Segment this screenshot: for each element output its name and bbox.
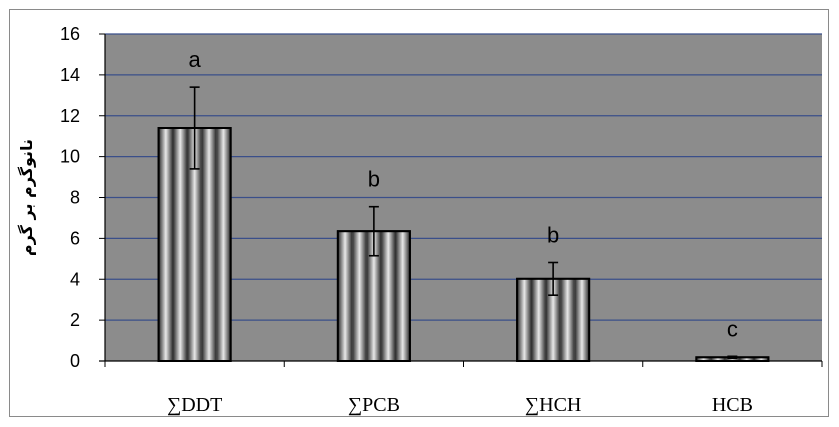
significance-letter: c: [727, 316, 738, 341]
y-axis-title: نانوگرم بر گرم: [17, 139, 36, 256]
bar-stripe: [216, 128, 231, 361]
bar-stripe: [725, 357, 740, 361]
bar-stripe: [739, 357, 754, 361]
bar-stripe: [201, 128, 217, 361]
y-tick-label: 12: [60, 106, 80, 126]
y-tick-labels: 0 2 4 6 8 10 12 14 16: [60, 24, 80, 371]
y-tick-label: 2: [70, 310, 80, 330]
bar-stripe: [395, 231, 410, 361]
significance-letter: b: [368, 167, 380, 192]
bar-stripe: [696, 357, 711, 361]
x-tick-labels: ∑DDT ∑PCB ∑HCH HCB: [167, 394, 753, 416]
bar-stripe: [366, 231, 382, 361]
y-tick-label: 4: [70, 269, 80, 289]
error-bars: [189, 86, 738, 360]
x-tick-label: HCB: [712, 394, 753, 416]
bar-stripe: [574, 278, 590, 361]
bar-stripe: [710, 357, 726, 361]
x-tick-label: ∑HCH: [525, 394, 581, 416]
bar-stripe: [337, 231, 353, 361]
bar-stripe: [531, 278, 546, 361]
bar-stripe: [545, 278, 561, 361]
y-tick-label: 16: [60, 24, 80, 44]
bar-stripe: [173, 128, 188, 361]
y-tick-label: 14: [60, 65, 80, 85]
y-tick-label: 0: [70, 351, 80, 371]
bar-stripe: [381, 231, 396, 361]
significance-letters: a b b c: [189, 47, 738, 341]
bar-stripe: [517, 278, 532, 361]
significance-letter: a: [189, 47, 202, 72]
bar-stripe: [352, 231, 367, 361]
axes: [99, 33, 823, 367]
x-tick-label: ∑PCB: [348, 394, 400, 416]
significance-letter: b: [547, 222, 559, 247]
bar-stripe: [187, 128, 202, 361]
y-tick-label: 6: [70, 228, 80, 248]
x-tick-label: ∑DDT: [167, 394, 222, 416]
bar-stripe: [753, 357, 769, 361]
bar-stripe: [560, 278, 575, 361]
y-tick-label: 8: [70, 188, 80, 208]
y-tick-label: 10: [60, 147, 80, 167]
bar-stripe: [158, 128, 174, 361]
